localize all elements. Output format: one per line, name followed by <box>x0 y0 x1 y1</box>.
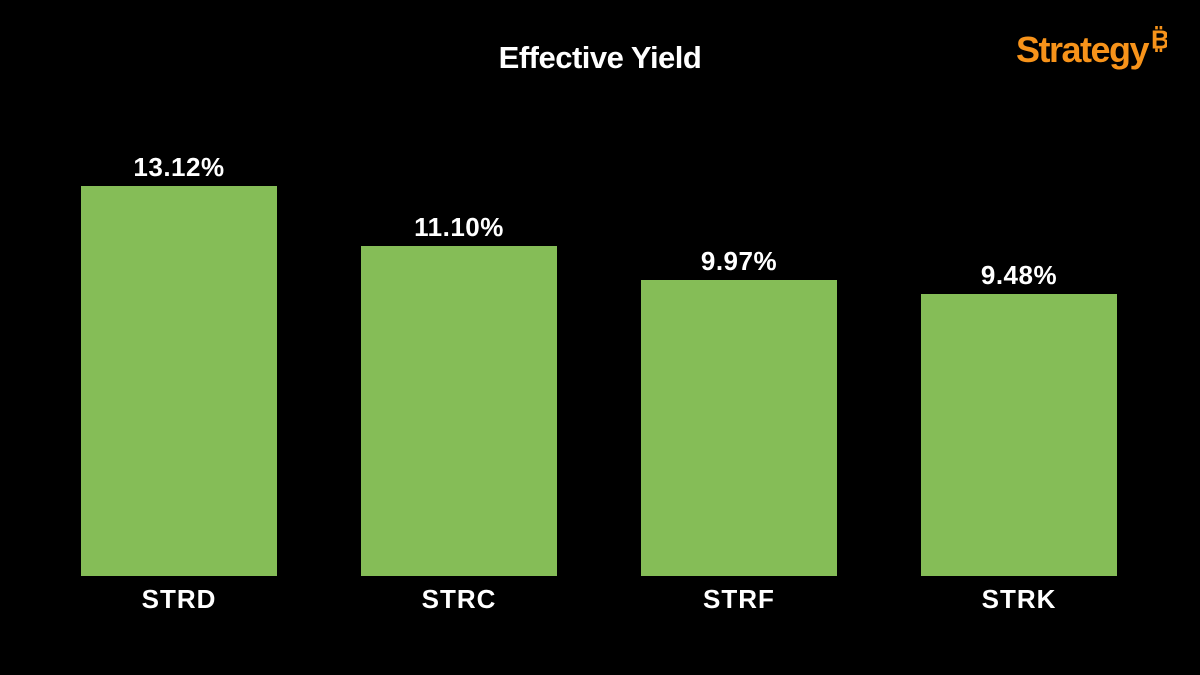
bar <box>641 280 837 576</box>
chart-title: Effective Yield <box>498 40 702 75</box>
strategy-logo: Strategy B <box>1015 25 1170 70</box>
bar-group-strd: 13.12% STRD <box>81 154 277 612</box>
bar <box>361 246 557 576</box>
x-tick-label: STRC <box>421 584 497 614</box>
bitcoin-icon: B <box>1150 25 1170 57</box>
bar-value-label: 13.12% <box>133 152 225 182</box>
bar-value-label: 9.48% <box>980 260 1058 290</box>
strategy-wordmark: Strategy <box>1015 29 1150 70</box>
x-tick-label: STRF <box>703 584 775 614</box>
bar-group-strc: 11.10% STRC <box>361 214 557 612</box>
bar-group-strf: 9.97% STRF <box>641 248 837 612</box>
svg-text:B: B <box>1151 26 1167 52</box>
bar <box>921 294 1117 576</box>
bar-value-label: 11.10% <box>414 212 504 242</box>
bar <box>81 186 277 576</box>
x-tick-label: STRD <box>141 584 217 614</box>
bar-value-label: 9.97% <box>700 246 778 276</box>
bar-group-strk: 9.48% STRK <box>921 262 1117 612</box>
x-tick-label: STRK <box>981 584 1057 614</box>
